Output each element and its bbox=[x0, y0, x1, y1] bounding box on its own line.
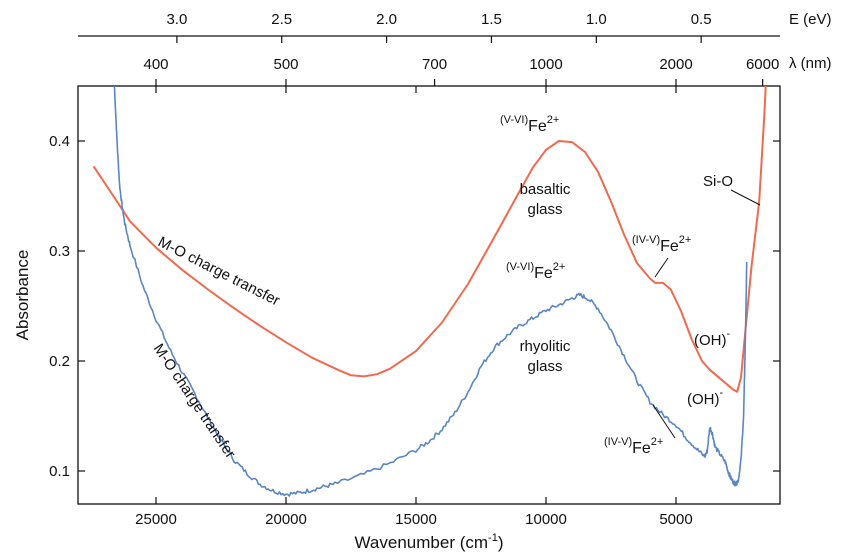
basalt-fe-ivv-leader bbox=[654, 257, 669, 278]
rhyo-mo-label: M-O charge transfer bbox=[150, 341, 239, 462]
energy-tick-label: 0.5 bbox=[691, 11, 712, 28]
wavelength-tick-label: 6000 bbox=[746, 56, 779, 73]
rhyo-fe-ivv-leader bbox=[652, 404, 676, 439]
energy-tick-label: 3.0 bbox=[166, 11, 187, 28]
y-tick-label: 0.2 bbox=[49, 353, 70, 370]
y-tick-label: 0.3 bbox=[49, 243, 70, 260]
y-axis-title: Absorbance bbox=[13, 250, 32, 341]
x-axis-title: Wavenumber (cm-1) bbox=[355, 532, 504, 552]
rhyo-name-line1: rhyolitic bbox=[520, 338, 571, 355]
wavelength-tick-label: 700 bbox=[422, 56, 447, 73]
y-tick-label: 0.1 bbox=[49, 463, 70, 480]
y-axis-ticks: 0.1 0.2 0.3 0.4 bbox=[49, 133, 780, 480]
x-tick-label: 10000 bbox=[525, 511, 567, 528]
energy-axis-label: E (eV) bbox=[789, 11, 832, 28]
basalt-fe-ivv-label: (IV-V)Fe2+ bbox=[632, 234, 691, 255]
sio-label: Si-O bbox=[703, 173, 733, 190]
rhyo-fe-ivv-label: (IV-V)Fe2+ bbox=[604, 436, 663, 457]
top-wavelength-axis: 400 500 700 1000 2000 6000 λ (nm) bbox=[143, 55, 832, 86]
x-axis-title-end: ) bbox=[498, 533, 504, 552]
energy-tick-label: 1.0 bbox=[586, 11, 607, 28]
energy-ticks: 3.0 2.5 2.0 1.5 1.0 0.5 bbox=[166, 11, 712, 43]
series-layer bbox=[92, 85, 767, 497]
basalt-name-line2: glass bbox=[527, 201, 562, 218]
x-axis-title-main: Wavenumber (cm bbox=[355, 533, 489, 552]
x-axis-title-sup: -1 bbox=[488, 532, 498, 544]
top-energy-axis: 3.0 2.5 2.0 1.5 1.0 0.5 E (eV) bbox=[78, 11, 832, 43]
y-tick-label: 0.4 bbox=[49, 133, 70, 150]
energy-tick-label: 2.5 bbox=[271, 11, 292, 28]
sio-leader bbox=[730, 189, 761, 206]
plot-frame bbox=[77, 85, 781, 505]
wavelength-axis-label: λ (nm) bbox=[789, 55, 832, 72]
wavelength-ticks: 400 500 700 1000 2000 6000 bbox=[143, 56, 779, 86]
energy-tick-label: 2.0 bbox=[376, 11, 397, 28]
basaltic-series-line bbox=[92, 85, 767, 393]
x-tick-label: 5000 bbox=[659, 511, 692, 528]
wavelength-tick-label: 2000 bbox=[659, 56, 692, 73]
basalt-name-line1: basaltic bbox=[520, 181, 571, 198]
rhyo-fe-vvi-label: (V-VI)Fe2+ bbox=[506, 261, 565, 282]
x-tick-label: 20000 bbox=[265, 511, 307, 528]
x-tick-label: 25000 bbox=[135, 511, 177, 528]
wavelength-tick-label: 400 bbox=[143, 56, 168, 73]
rhyo-oh-label: (OH)- bbox=[687, 387, 724, 408]
rhyolitic-series-line bbox=[113, 86, 748, 497]
wavelength-tick-label: 500 bbox=[273, 56, 298, 73]
x-axis-ticks: 25000 20000 15000 10000 5000 bbox=[135, 86, 693, 528]
wavelength-tick-label: 1000 bbox=[529, 56, 562, 73]
basalt-oh-label: (OH)- bbox=[694, 328, 731, 349]
basalt-fe-vvi-label: (V-VI)Fe2+ bbox=[500, 114, 559, 135]
rhyo-name-line2: glass bbox=[527, 358, 562, 375]
x-tick-label: 15000 bbox=[395, 511, 437, 528]
energy-tick-label: 1.5 bbox=[481, 11, 502, 28]
